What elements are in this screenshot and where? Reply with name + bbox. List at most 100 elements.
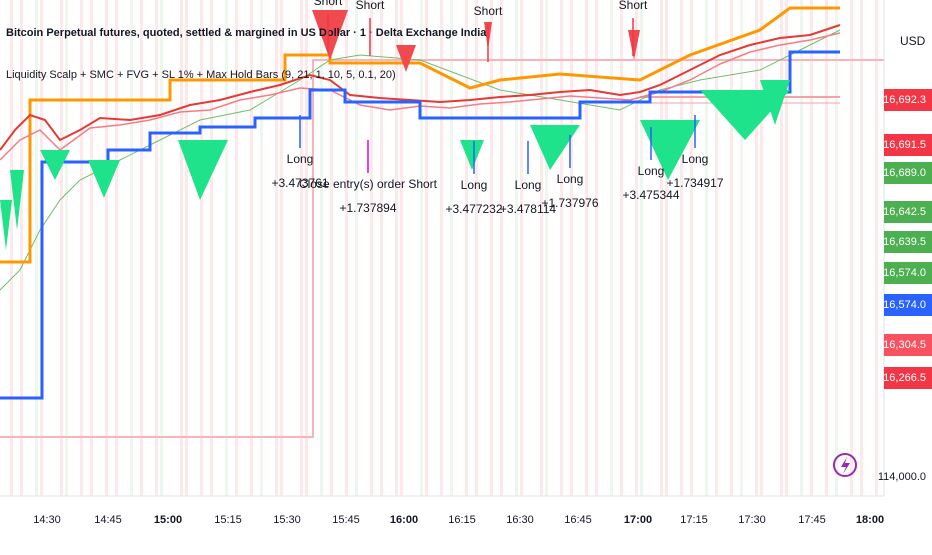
stripe	[80, 0, 83, 496]
long-label: Long	[461, 178, 488, 192]
price-tag	[884, 367, 932, 389]
stop-line	[0, 50, 840, 400]
stripe	[35, 0, 38, 496]
background-stripes	[10, 0, 878, 496]
stripe	[595, 0, 598, 496]
stripe	[345, 0, 348, 496]
long-label: Long	[682, 152, 709, 166]
long-label: Long	[287, 152, 314, 166]
stripe	[425, 0, 428, 496]
currency-label: USD	[900, 34, 926, 48]
trend-line	[0, 24, 841, 151]
stripe	[715, 0, 718, 496]
long-label: Long	[515, 178, 542, 192]
long-pnl: +1.734917	[666, 176, 723, 190]
stripe	[20, 0, 23, 496]
stripe	[115, 0, 118, 496]
alert-icon[interactable]	[833, 453, 857, 477]
stripe	[65, 0, 68, 496]
stripe	[800, 0, 803, 496]
stripe	[490, 0, 493, 496]
price-label: 114,000.0	[878, 471, 926, 483]
price-tag	[884, 294, 932, 316]
long-pnl: +3.477232	[445, 202, 502, 216]
signal-markers	[0, 80, 790, 250]
stripe	[520, 0, 523, 496]
long-pnl: +3.475344	[622, 188, 679, 202]
stripe	[395, 0, 398, 496]
stripe	[450, 0, 453, 496]
price-tag-label: 116,304.5	[878, 339, 926, 351]
stripe	[570, 0, 573, 496]
stripe	[90, 0, 93, 496]
stripe	[200, 0, 203, 496]
stripe	[260, 0, 263, 496]
stripe	[610, 0, 613, 496]
stripe	[305, 0, 308, 496]
stripe	[420, 0, 423, 496]
stripe	[275, 0, 278, 496]
stripe	[690, 0, 693, 496]
price-tag-label: 116,639.5	[878, 236, 926, 248]
time-label: 17:45	[798, 514, 826, 526]
time-label: 17:15	[680, 514, 708, 526]
stripe	[10, 0, 13, 496]
time-label: 15:45	[332, 514, 360, 526]
short-label: Short	[474, 4, 503, 18]
time-label: 14:30	[33, 514, 61, 526]
price-tag-label: 116,574.0	[878, 299, 926, 311]
stripe	[825, 0, 828, 496]
time-label: 14:45	[94, 514, 122, 526]
trend-line	[0, 6, 840, 264]
stripe	[730, 0, 733, 496]
stripe	[810, 0, 813, 496]
price-tag-label: 116,691.5	[878, 139, 926, 151]
stripe	[160, 0, 163, 496]
stripe	[280, 0, 283, 496]
price-tag-label: 116,266.5	[878, 372, 926, 384]
long-label: Close entry(s) order Short	[299, 177, 438, 191]
short-label: Short	[314, 0, 343, 8]
stripe	[355, 0, 358, 496]
long-pnl: +3.478114	[500, 202, 556, 216]
time-label: 16:15	[448, 514, 476, 526]
time-label: 15:00	[154, 514, 182, 526]
time-label: 17:30	[738, 514, 766, 526]
chart-title: Bitcoin Perpetual futures, quoted, settl…	[6, 27, 487, 39]
stripe	[780, 0, 783, 496]
stripe	[875, 0, 878, 496]
stripe	[440, 0, 443, 496]
stripe	[400, 0, 403, 496]
stripe	[185, 0, 188, 496]
time-label: 18:00	[856, 514, 884, 526]
stripe	[500, 0, 503, 496]
stripe	[515, 0, 518, 496]
stripe	[235, 0, 238, 496]
stripe	[475, 0, 478, 496]
alert-icon	[841, 457, 850, 474]
time-label: 16:00	[390, 514, 418, 526]
stripe	[380, 0, 383, 496]
stripe	[585, 0, 588, 496]
stripe	[180, 0, 183, 496]
stripe	[755, 0, 758, 496]
stripe	[860, 0, 863, 496]
stripe	[130, 0, 133, 496]
stripe	[660, 0, 663, 496]
stripe	[225, 0, 228, 496]
time-label: 16:30	[506, 514, 534, 526]
stripe	[560, 0, 563, 496]
stripe	[60, 0, 63, 496]
price-tag-label: 116,692.3	[878, 94, 926, 106]
stripe	[540, 0, 543, 496]
price-tag-label: 116,642.5	[878, 206, 926, 218]
stripe	[760, 0, 763, 496]
short-label: Short	[619, 0, 648, 12]
stripe	[250, 0, 253, 496]
long-pnl: +3.473761	[271, 176, 328, 190]
time-label: 16:45	[564, 514, 592, 526]
stripe	[665, 0, 668, 496]
stripe	[835, 0, 838, 496]
stripe	[210, 0, 213, 496]
time-label: 15:15	[214, 514, 242, 526]
